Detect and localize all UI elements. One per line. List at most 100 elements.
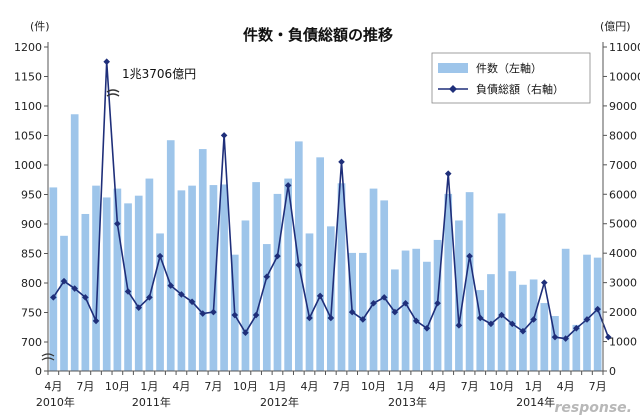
x-month-label-30: 10月 — [361, 380, 386, 393]
point-debt-7 — [124, 288, 132, 295]
bar-count-47 — [551, 316, 559, 371]
x-month-label-0: 4月 — [44, 380, 62, 393]
point-debt-26 — [327, 314, 335, 322]
point-debt-46 — [540, 279, 548, 286]
x-year-label-45: 2014年 — [516, 395, 555, 409]
right-tick-label-6: 6000 — [609, 188, 637, 201]
bar-count-48 — [561, 248, 570, 371]
bar-count-1 — [60, 235, 68, 371]
left-tick-label-6: 950 — [21, 189, 42, 202]
line-break-icon — [106, 89, 120, 97]
point-debt-35 — [423, 324, 431, 332]
x-month-label-39: 7月 — [461, 380, 479, 393]
point-debt-1 — [60, 277, 68, 285]
bar-count-35 — [423, 261, 431, 371]
bar-count-15 — [209, 185, 218, 371]
bar-count-34 — [412, 248, 421, 371]
bar-count-20 — [262, 244, 271, 371]
bar-count-16 — [220, 184, 228, 371]
point-debt-47 — [551, 333, 559, 341]
point-debt-30 — [370, 299, 377, 307]
x-year-label-33: 2013年 — [388, 395, 427, 409]
x-year-label-0: 2010年 — [36, 395, 75, 409]
bar-count-10 — [156, 233, 164, 371]
bar-count-40 — [476, 290, 485, 371]
bar-count-49 — [572, 324, 581, 371]
bar-count-33 — [401, 250, 410, 371]
point-debt-36 — [434, 299, 441, 307]
bar-count-8 — [134, 195, 143, 371]
x-month-label-27: 7月 — [333, 380, 351, 393]
legend-bar-swatch — [438, 63, 468, 73]
x-month-label-51: 7月 — [589, 380, 607, 393]
bar-count-23 — [294, 141, 303, 371]
x-month-label-33: 1月 — [397, 380, 415, 393]
point-debt-45 — [530, 316, 537, 323]
bar-count-22 — [284, 178, 292, 371]
point-debt-8 — [135, 304, 143, 311]
point-debt-20 — [263, 273, 271, 281]
bar-count-39 — [465, 192, 474, 371]
point-debt-48 — [562, 335, 569, 342]
point-debt-39 — [466, 252, 473, 260]
point-debt-50 — [583, 316, 591, 323]
x-year-label-21: 2012年 — [260, 395, 299, 409]
legend-line-label: 負債総額（右軸） — [476, 82, 564, 96]
point-debt-28 — [348, 308, 356, 316]
x-month-label-12: 4月 — [172, 380, 190, 393]
right-tick-label-10: 10000 — [609, 70, 640, 83]
bar-series-group — [49, 114, 602, 371]
bar-count-51 — [593, 257, 602, 371]
bar-count-9 — [145, 178, 154, 371]
point-debt-44 — [519, 327, 527, 335]
right-tick-label-4: 4000 — [609, 247, 637, 260]
point-debt-21 — [274, 252, 281, 260]
point-debt-17 — [231, 311, 239, 319]
point-debt-6 — [114, 220, 121, 228]
bar-count-18 — [241, 220, 250, 371]
bar-count-46 — [540, 303, 549, 371]
bar-count-14 — [198, 149, 207, 371]
point-debt-42 — [498, 311, 505, 319]
bar-count-12 — [177, 190, 186, 371]
x-month-label-6: 10月 — [105, 380, 130, 393]
bar-count-27 — [337, 183, 346, 371]
point-debt-14 — [199, 310, 207, 317]
point-debt-3 — [82, 294, 89, 301]
point-debt-10 — [156, 252, 164, 260]
legend-frame — [431, 52, 591, 104]
point-debt-37 — [444, 170, 452, 177]
right-axis-unit: (億円) — [600, 20, 631, 33]
watermark-logo: response. — [555, 400, 633, 416]
bar-count-45 — [529, 279, 538, 371]
legend-bar-label: 件数（左軸） — [476, 61, 542, 75]
right-tick-label-8: 8000 — [609, 129, 637, 142]
left-tick-label-9: 1100 — [14, 100, 42, 113]
right-tick-label-1: 1000 — [609, 336, 637, 349]
point-debt-9 — [146, 294, 153, 301]
point-debt-15 — [210, 308, 217, 316]
right-tick-label-2: 2000 — [609, 306, 637, 319]
point-debt-18 — [242, 329, 249, 337]
x-month-label-45: 1月 — [525, 380, 543, 393]
bar-count-50 — [583, 254, 591, 371]
point-debt-19 — [252, 311, 260, 319]
point-debt-11 — [167, 282, 175, 289]
bar-count-30 — [369, 188, 378, 371]
point-debt-2 — [71, 285, 78, 292]
point-debt-0 — [50, 294, 57, 301]
x-year-label-9: 2011年 — [132, 395, 171, 409]
bar-count-3 — [81, 213, 90, 371]
left-axis-break-icon — [41, 353, 55, 361]
chart-title: 件数・負債総額の推移 — [243, 26, 393, 44]
point-debt-43 — [508, 320, 516, 328]
bar-count-19 — [252, 182, 260, 371]
left-tick-label-1: 700 — [21, 336, 42, 349]
point-debt-25 — [316, 292, 324, 300]
right-tick-label-7: 7000 — [609, 159, 637, 172]
point-debt-31 — [380, 294, 388, 301]
x-month-label-15: 7月 — [204, 380, 222, 393]
right-tick-label-9: 9000 — [609, 100, 637, 113]
